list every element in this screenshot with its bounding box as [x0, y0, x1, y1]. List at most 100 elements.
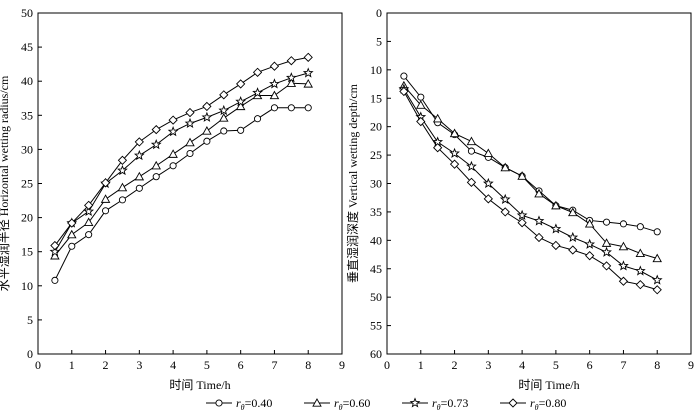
- legend-symbol: r: [236, 396, 241, 410]
- legend-label: rθ=0.80: [530, 396, 566, 412]
- data-point-circle: [287, 104, 295, 112]
- data-point-star: [117, 164, 128, 176]
- data-point-triangle: [151, 160, 161, 170]
- x-tick-label: 5: [553, 358, 559, 372]
- data-point-star: [201, 111, 213, 122]
- data-point-diamond: [168, 115, 178, 125]
- series-line: [54, 82, 309, 257]
- data-point-star: [167, 126, 179, 137]
- data-point-circle: [237, 126, 245, 134]
- data-point-triangle: [500, 162, 510, 172]
- x-tick-label: 8: [654, 358, 660, 372]
- y-tick-label: 5: [376, 34, 382, 48]
- data-point-star: [252, 87, 263, 98]
- data-point-circle: [68, 242, 76, 250]
- data-point-diamond: [50, 240, 60, 251]
- data-point-circle: [417, 93, 425, 101]
- data-point-triangle: [185, 137, 195, 147]
- data-point-circle: [85, 231, 93, 239]
- legend-symbol: r: [530, 396, 535, 410]
- data-point-triangle: [219, 113, 229, 122]
- legend-subscript: θ: [339, 403, 343, 412]
- y-axis-title: 水平湿润半径 Horizontal wetting radius/cm: [0, 75, 11, 291]
- data-point-circle: [51, 276, 59, 284]
- data-point-circle: [619, 220, 627, 228]
- x-tick-label: 9: [688, 358, 694, 372]
- y-axis-title: 垂直湿润深度 Vertical wetting depth/cm: [345, 83, 360, 283]
- y-tick-label: 35: [370, 205, 382, 219]
- data-point-circle: [270, 104, 278, 112]
- data-point-star: [533, 215, 545, 226]
- data-point-triangle: [83, 217, 94, 227]
- y-tick-label: 30: [21, 142, 33, 156]
- data-point-diamond: [635, 280, 645, 290]
- data-point-triangle: [286, 78, 297, 87]
- plot-frame: [386, 12, 692, 355]
- y-tick-label: 15: [21, 245, 33, 259]
- data-point-circle: [400, 72, 408, 80]
- data-point-diamond: [117, 155, 128, 165]
- x-tick-label: 3: [485, 358, 491, 372]
- legend-marker-circle: [215, 399, 223, 407]
- data-point-triangle: [601, 238, 612, 247]
- legend: rθ=0.40 rθ=0.60 rθ=0.73 rθ=0.80: [206, 396, 566, 412]
- x-tick-label: 6: [238, 358, 244, 372]
- data-point-triangle: [568, 207, 578, 217]
- x-tick-label: 7: [271, 358, 277, 372]
- data-point-star: [550, 223, 562, 234]
- data-point-star: [285, 72, 297, 83]
- y-tick-label: 55: [370, 319, 382, 333]
- x-tick-label: 4: [519, 358, 525, 372]
- data-point-circle: [169, 162, 177, 170]
- data-point-diamond: [618, 276, 629, 286]
- data-point-diamond: [568, 245, 578, 255]
- data-point-triangle: [134, 171, 145, 181]
- series-line: [54, 72, 309, 252]
- data-point-diamond: [585, 251, 595, 261]
- data-point-diamond: [185, 107, 195, 118]
- x-tick-label: 2: [452, 358, 458, 372]
- legend-item-diamond: rθ=0.80: [500, 396, 566, 412]
- series-star: [398, 83, 663, 285]
- data-point-triangle: [517, 171, 527, 180]
- data-point-diamond: [84, 200, 94, 210]
- legend-label: rθ=0.60: [334, 396, 370, 412]
- series-line: [403, 88, 658, 281]
- x-tick-label: 8: [305, 358, 311, 372]
- data-point-star: [651, 274, 663, 285]
- data-point-diamond: [219, 90, 229, 100]
- series-line: [403, 91, 658, 291]
- data-point-diamond: [416, 116, 426, 127]
- legend-marker-triangle: [312, 398, 322, 407]
- x-tick-label: 0: [35, 358, 41, 372]
- data-point-triangle: [117, 182, 128, 192]
- data-point-diamond: [286, 56, 296, 66]
- series-line: [403, 75, 658, 233]
- data-point-star: [133, 149, 145, 161]
- data-point-triangle: [466, 136, 477, 146]
- data-point-diamond: [202, 101, 212, 112]
- data-point-diamond: [517, 218, 527, 228]
- y-tick-label: 60: [370, 347, 382, 361]
- x-tick-label: 6: [587, 358, 593, 372]
- y-tick-label: 50: [21, 6, 33, 20]
- legend-value: =0.60: [343, 396, 371, 410]
- y-tick-label: 25: [21, 177, 33, 191]
- data-point-star: [601, 246, 612, 257]
- x-tick-label: 9: [339, 358, 345, 372]
- x-tick-label: 4: [170, 358, 176, 372]
- data-point-star: [584, 238, 596, 249]
- y-tick-label: 35: [21, 108, 33, 122]
- data-point-triangle: [168, 149, 178, 158]
- series-line: [54, 107, 309, 281]
- data-point-diamond: [252, 67, 263, 77]
- series-triangle: [399, 80, 662, 263]
- data-point-circle: [254, 115, 262, 123]
- data-point-triangle: [635, 248, 646, 258]
- legend-symbol: r: [334, 396, 339, 410]
- data-point-circle: [186, 149, 194, 158]
- y-tick-label: 5: [27, 313, 33, 327]
- data-point-diamond: [399, 86, 409, 97]
- y-tick-label: 0: [27, 347, 33, 361]
- x-axis-title: 时间 Time/h: [518, 378, 579, 392]
